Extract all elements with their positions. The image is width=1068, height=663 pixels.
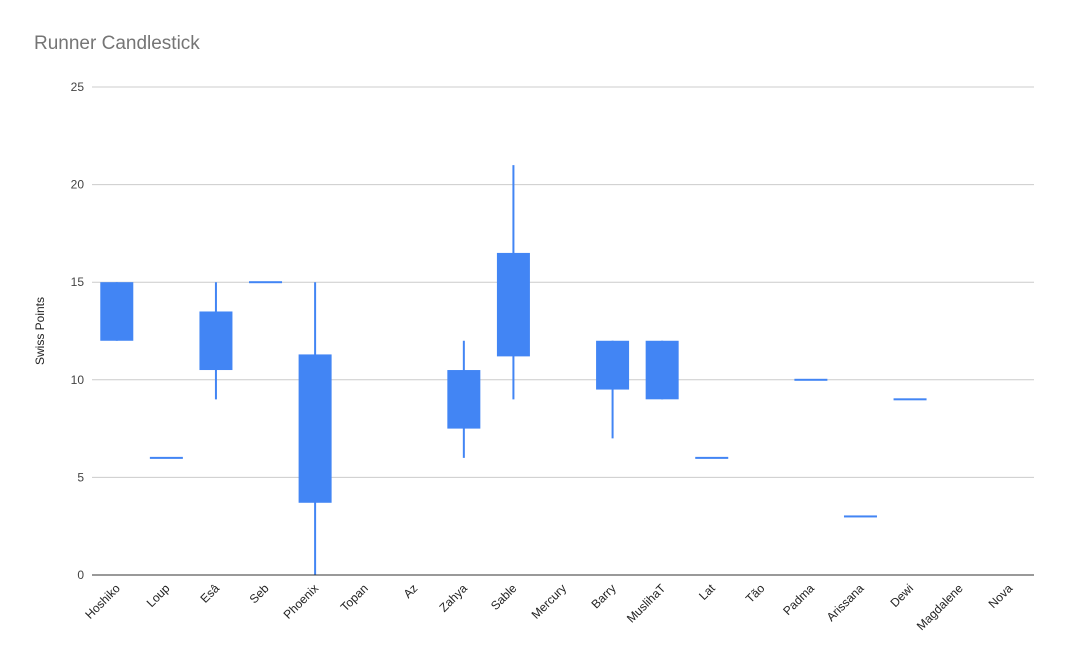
chart-title: Runner Candlestick: [34, 33, 200, 54]
candle-body: [199, 311, 233, 371]
candles: [100, 165, 927, 575]
x-tick-label: Tão: [743, 581, 768, 606]
candle: [843, 515, 877, 518]
y-axis-ticks: 0 5 10 15 20 25: [71, 80, 85, 582]
x-tick-label: Sable: [488, 581, 520, 613]
x-tick-label: Nova: [986, 581, 1016, 611]
candle-body: [645, 340, 679, 400]
y-tick-label: 0: [77, 568, 84, 582]
candle-body: [695, 456, 729, 459]
x-tick-label: MuslihaT: [624, 581, 669, 626]
candle-body: [298, 354, 332, 503]
candle-body: [496, 252, 530, 357]
x-tick-label: Esâ: [198, 581, 223, 606]
candle-body: [596, 340, 630, 390]
candle: [447, 340, 481, 458]
candle-body: [249, 281, 283, 284]
candle: [199, 282, 233, 400]
candle: [794, 378, 828, 381]
x-tick-label: Hoshiko: [82, 581, 123, 622]
gridlines: [92, 86, 1034, 478]
x-tick-label: Loup: [144, 581, 173, 610]
candle-body: [893, 398, 927, 401]
y-tick-label: 15: [71, 275, 85, 289]
x-tick-label: Barry: [589, 581, 619, 611]
x-tick-label: Dewi: [887, 581, 916, 610]
y-tick-label: 10: [71, 373, 85, 387]
candle-body: [447, 370, 481, 429]
y-tick-label: 25: [71, 80, 85, 94]
candle: [596, 340, 630, 439]
candle-body: [149, 456, 183, 459]
x-tick-label: Lat: [696, 581, 718, 603]
x-tick-label: Zahya: [436, 581, 470, 615]
candle: [893, 398, 927, 401]
y-tick-label: 20: [71, 178, 85, 192]
candle-body: [100, 282, 134, 341]
candle-body: [794, 378, 828, 381]
candle: [496, 165, 530, 400]
x-tick-label: Phoenix: [281, 581, 322, 622]
x-tick-label: Arissana: [824, 581, 867, 624]
x-tick-label: Mercury: [529, 581, 570, 622]
x-tick-label: Seb: [247, 581, 272, 606]
candle: [298, 282, 332, 575]
x-tick-label: Az: [401, 581, 421, 601]
candle: [100, 282, 134, 341]
x-tick-label: Magdalene: [914, 581, 966, 633]
x-axis-labels: Hoshiko Loup Esâ Seb Phoenix Topan Az Zahya Sabl…: [82, 581, 1015, 633]
candle: [149, 456, 183, 459]
candle: [695, 456, 729, 459]
x-tick-label: Padma: [780, 581, 817, 618]
candle-body: [843, 515, 877, 518]
y-axis-title: Swiss Points: [33, 297, 47, 365]
y-tick-label: 5: [77, 470, 84, 484]
x-tick-label: Topan: [338, 581, 371, 614]
candle: [249, 281, 283, 284]
candle: [645, 340, 679, 400]
